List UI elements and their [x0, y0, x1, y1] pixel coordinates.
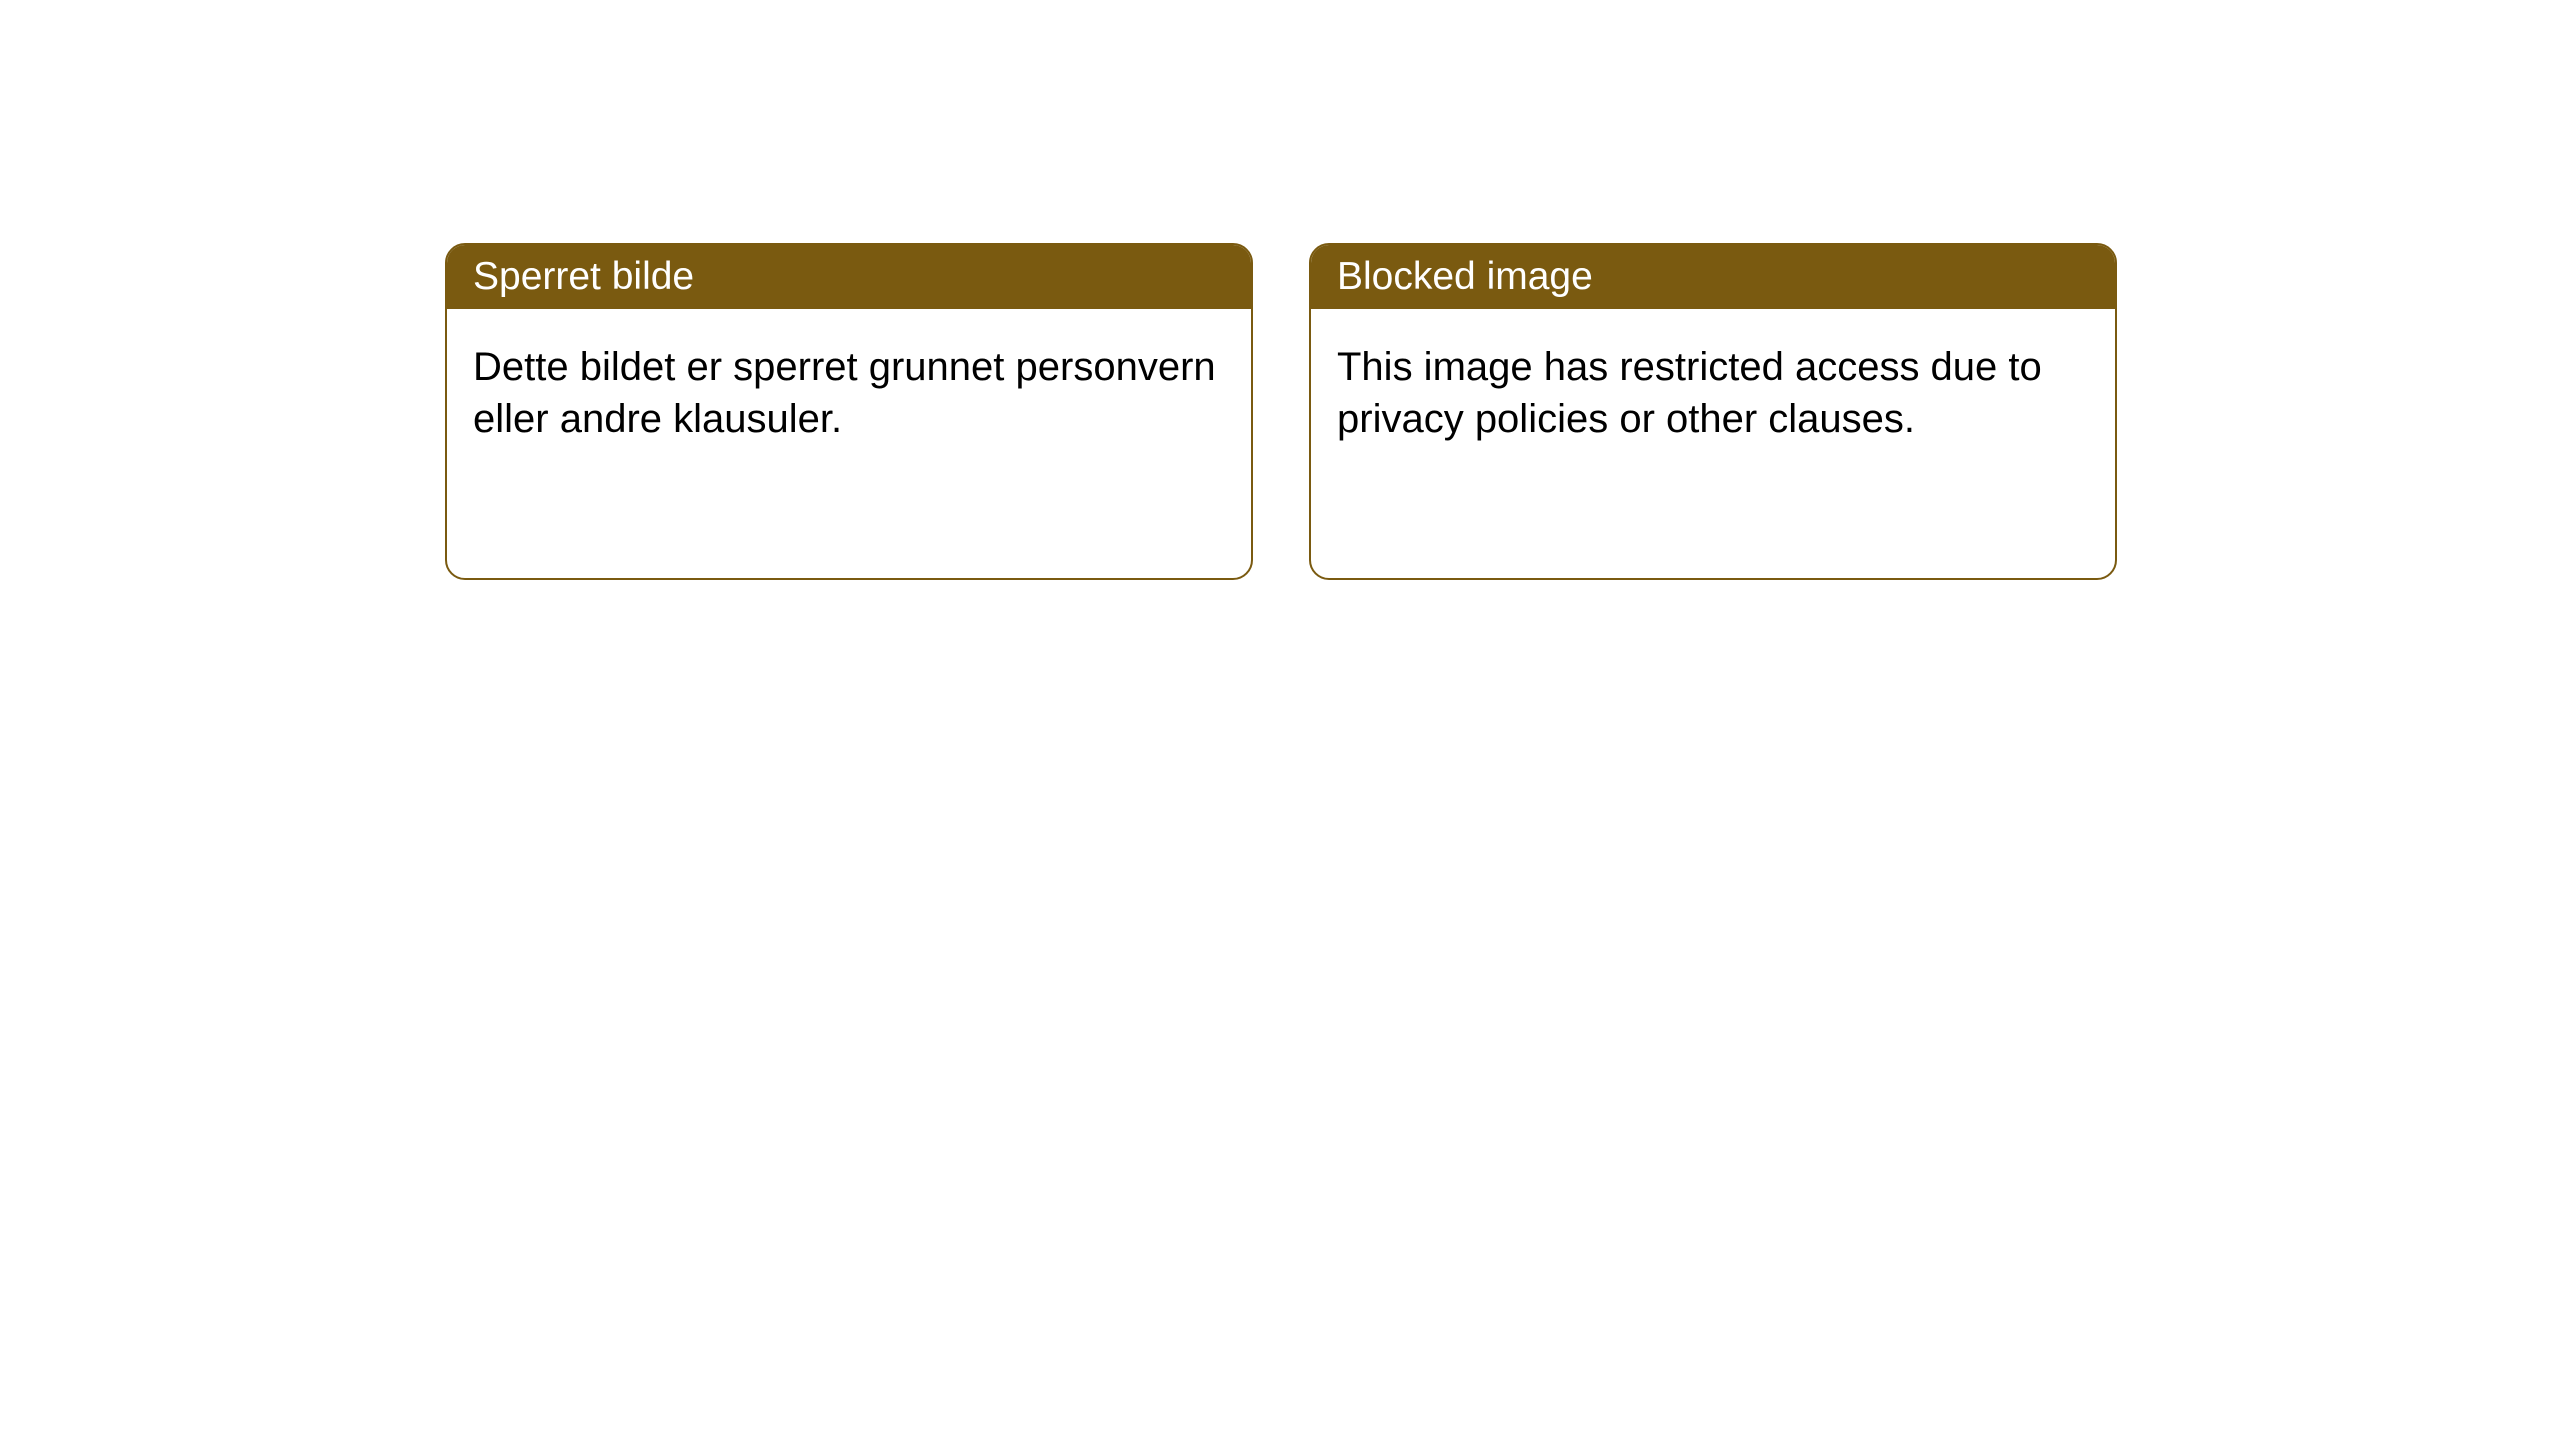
card-title: Sperret bilde — [473, 255, 694, 298]
card-header: Sperret bilde — [447, 245, 1251, 309]
card-message: This image has restricted access due to … — [1337, 345, 2042, 441]
notice-card-english: Blocked image This image has restricted … — [1309, 243, 2117, 580]
card-header: Blocked image — [1311, 245, 2115, 309]
notice-card-norwegian: Sperret bilde Dette bildet er sperret gr… — [445, 243, 1253, 580]
card-body: Dette bildet er sperret grunnet personve… — [447, 309, 1251, 477]
notice-container: Sperret bilde Dette bildet er sperret gr… — [0, 0, 2560, 580]
card-message: Dette bildet er sperret grunnet personve… — [473, 345, 1216, 441]
card-body: This image has restricted access due to … — [1311, 309, 2115, 477]
card-title: Blocked image — [1337, 255, 1593, 298]
